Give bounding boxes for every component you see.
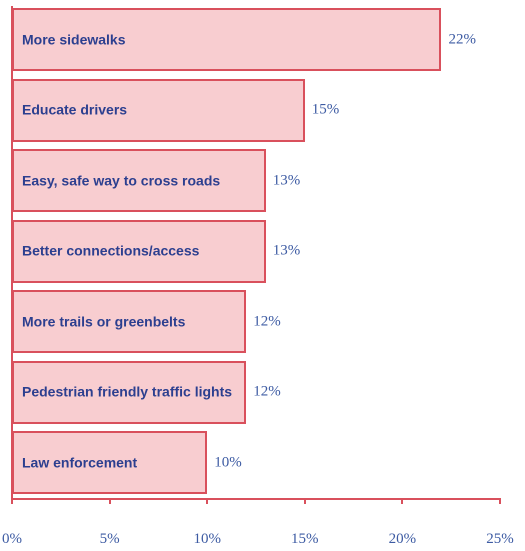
bar-label: Law enforcement	[22, 454, 138, 470]
x-tick-mark	[499, 498, 501, 504]
bar-label: Educate drivers	[22, 101, 128, 118]
x-tick-label: 10%	[193, 531, 221, 547]
x-tick-mark	[108, 498, 111, 504]
x-tick-label: 25%	[486, 531, 514, 547]
value-label: 12%	[253, 313, 281, 329]
bar-label: Pedestrian friendly traffic lights	[22, 383, 233, 400]
bar	[12, 8, 442, 71]
x-axis-line	[11, 498, 501, 500]
x-tick-label: 20%	[388, 531, 417, 547]
bar	[12, 78, 305, 142]
x-tick-label: 0%	[2, 531, 22, 547]
bar	[12, 431, 208, 494]
value-label: 13%	[272, 242, 301, 259]
x-tick-mark	[11, 498, 13, 504]
bar-label: More trails or greenbelts	[22, 313, 186, 329]
x-tick-mark	[401, 498, 404, 504]
x-tick-label: 15%	[291, 531, 319, 547]
value-label: 12%	[253, 383, 281, 400]
value-label: 10%	[214, 454, 242, 470]
x-tick-mark	[206, 498, 209, 504]
bar	[12, 360, 247, 424]
value-label: 15%	[311, 101, 340, 118]
bar-label: Better connections/access	[22, 242, 200, 259]
value-label: 13%	[272, 172, 301, 188]
bar	[12, 290, 247, 353]
bar-label: Easy, safe way to cross roads	[22, 172, 221, 188]
value-label: 22%	[448, 31, 476, 47]
bar	[12, 219, 266, 283]
bar	[12, 149, 266, 212]
bar-label: More sidewalks	[22, 31, 126, 47]
x-tick-mark	[303, 498, 306, 504]
x-tick-label: 5%	[99, 531, 120, 547]
